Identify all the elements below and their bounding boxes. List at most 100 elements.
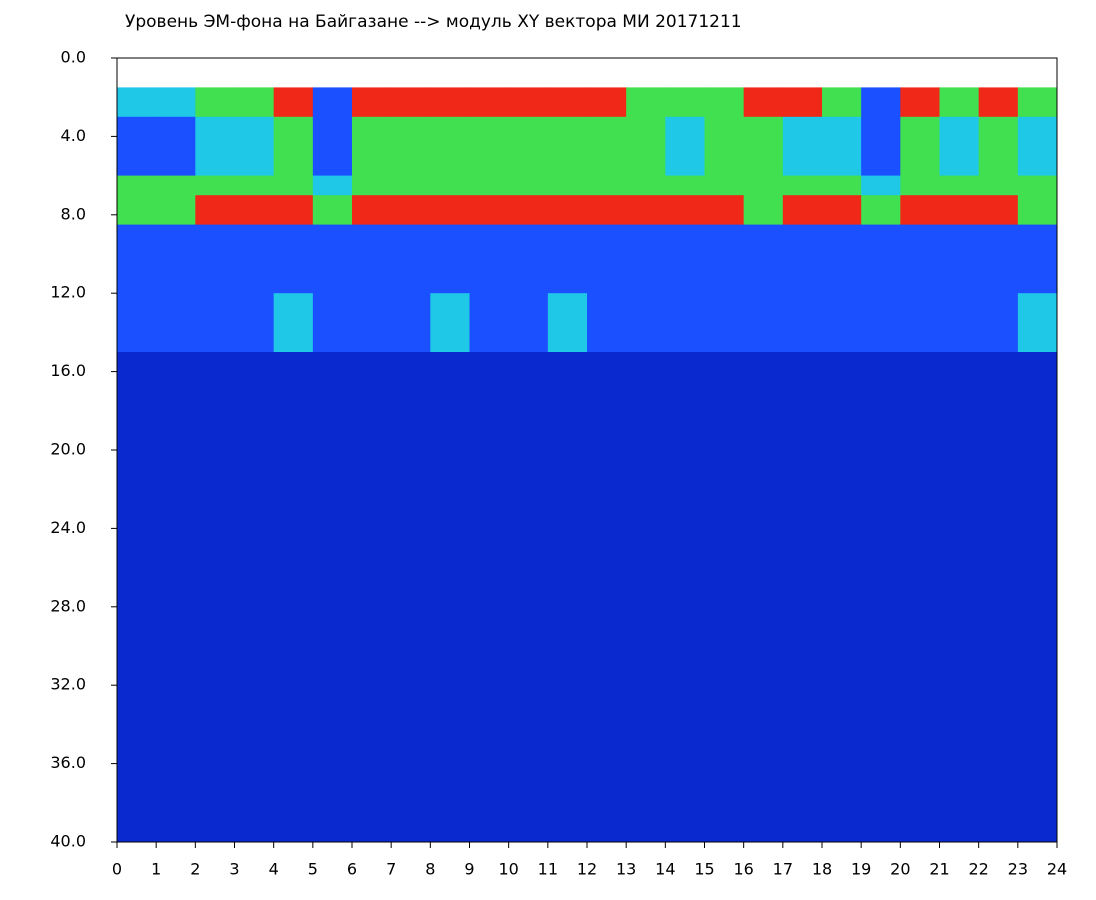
heat-cell bbox=[469, 87, 510, 118]
heat-cell bbox=[704, 352, 745, 843]
heat-cell bbox=[665, 352, 705, 843]
heat-cell bbox=[156, 175, 196, 196]
heat-cell bbox=[665, 116, 705, 177]
heat-cell bbox=[782, 224, 823, 294]
heat-cell bbox=[195, 293, 235, 353]
y-tick-label: 40.0 bbox=[50, 832, 86, 851]
heat-cell bbox=[822, 87, 862, 118]
y-tick-label: 20.0 bbox=[50, 440, 86, 459]
heat-cell bbox=[391, 116, 431, 177]
x-tick-label: 10 bbox=[498, 860, 518, 879]
heat-cell bbox=[939, 293, 980, 353]
heat-cell bbox=[273, 87, 314, 118]
heat-cell bbox=[1017, 195, 1058, 226]
heat-cell bbox=[508, 293, 549, 353]
heat-cell bbox=[978, 224, 1019, 294]
heat-cell bbox=[391, 293, 431, 353]
heat-cell bbox=[626, 116, 666, 177]
heat-cell bbox=[352, 175, 392, 196]
heat-cell bbox=[704, 116, 745, 177]
heat-cell bbox=[626, 175, 666, 196]
heat-cell bbox=[1017, 116, 1058, 177]
heat-cell bbox=[312, 87, 353, 118]
heat-cell bbox=[587, 224, 627, 294]
y-tick-label: 28.0 bbox=[50, 596, 86, 615]
heat-cell bbox=[900, 175, 940, 196]
heat-cell bbox=[587, 116, 627, 177]
heat-cell bbox=[665, 175, 705, 196]
heat-cell bbox=[234, 87, 275, 118]
x-tick-label: 12 bbox=[577, 860, 597, 879]
x-tick-label: 15 bbox=[694, 860, 714, 879]
heat-cell bbox=[1017, 224, 1058, 294]
heat-cell bbox=[861, 116, 901, 177]
y-tick-label: 4.0 bbox=[61, 126, 86, 145]
x-tick-label: 23 bbox=[1008, 860, 1028, 879]
heat-cell bbox=[234, 293, 275, 353]
heat-cell bbox=[782, 87, 823, 118]
heat-cell bbox=[312, 195, 353, 226]
x-tick-label: 0 bbox=[112, 860, 122, 879]
heat-cell bbox=[547, 293, 588, 353]
heat-cell bbox=[743, 195, 784, 226]
heat-cell bbox=[861, 293, 901, 353]
heat-cell bbox=[822, 352, 862, 843]
heat-cell bbox=[547, 87, 588, 118]
heat-cell bbox=[391, 224, 431, 294]
heat-cell bbox=[743, 293, 784, 353]
x-tick-label: 9 bbox=[464, 860, 474, 879]
heat-cell bbox=[665, 195, 705, 226]
heat-cell bbox=[861, 224, 901, 294]
heat-cell bbox=[195, 175, 235, 196]
heat-cell bbox=[273, 195, 314, 226]
heat-cell bbox=[587, 352, 627, 843]
heat-cell bbox=[117, 87, 157, 118]
heat-cell bbox=[861, 87, 901, 118]
heat-cell bbox=[117, 293, 157, 353]
heat-cell bbox=[1017, 175, 1058, 196]
x-tick-label: 6 bbox=[347, 860, 357, 879]
heat-cell bbox=[234, 175, 275, 196]
heat-cell bbox=[430, 352, 470, 843]
x-tick-label: 22 bbox=[968, 860, 988, 879]
heat-cell bbox=[743, 175, 784, 196]
heat-cell bbox=[195, 195, 235, 226]
heat-cell bbox=[430, 293, 470, 353]
heat-cell bbox=[626, 293, 666, 353]
heat-cell bbox=[430, 116, 470, 177]
heat-cell bbox=[978, 175, 1019, 196]
heat-cell bbox=[743, 352, 784, 843]
heat-cell bbox=[547, 352, 588, 843]
x-tick-label: 2 bbox=[190, 860, 200, 879]
heat-cell bbox=[430, 175, 470, 196]
heat-cell bbox=[195, 87, 235, 118]
chart-title: Уровень ЭМ-фона на Байгазане --> модуль … bbox=[125, 12, 742, 32]
heat-cell bbox=[782, 293, 823, 353]
heat-cell bbox=[900, 116, 940, 177]
heat-cell bbox=[273, 293, 314, 353]
y-tick-label: 36.0 bbox=[50, 753, 86, 772]
heat-cell bbox=[900, 352, 940, 843]
heat-cell bbox=[978, 87, 1019, 118]
heat-cell bbox=[743, 87, 784, 118]
heat-cell bbox=[900, 224, 940, 294]
heat-cell bbox=[508, 195, 549, 226]
heat-cell bbox=[312, 352, 353, 843]
x-tick-label: 24 bbox=[1047, 860, 1067, 879]
heat-cell bbox=[469, 293, 510, 353]
heat-cell bbox=[900, 87, 940, 118]
heat-cell bbox=[547, 224, 588, 294]
heat-cell bbox=[352, 116, 392, 177]
x-tick-label: 21 bbox=[929, 860, 949, 879]
heat-cell bbox=[743, 224, 784, 294]
x-tick-label: 13 bbox=[616, 860, 636, 879]
heat-cell bbox=[234, 195, 275, 226]
heat-cell bbox=[156, 352, 196, 843]
heat-cell bbox=[156, 116, 196, 177]
heat-cell bbox=[861, 175, 901, 196]
heat-cell bbox=[156, 293, 196, 353]
heat-cell bbox=[626, 87, 666, 118]
heat-cell bbox=[117, 195, 157, 226]
heat-cell bbox=[156, 87, 196, 118]
